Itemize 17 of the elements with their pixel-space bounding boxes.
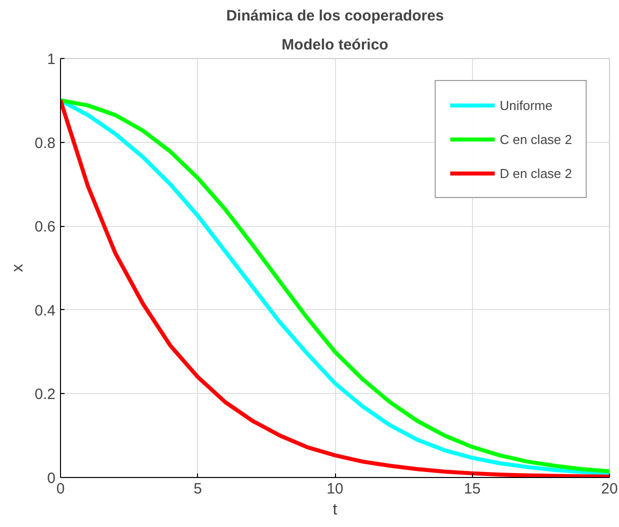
y-tick-label: 0.6 xyxy=(34,218,56,236)
x-tick-label: 20 xyxy=(601,480,618,498)
y-tick-label: 1 xyxy=(47,51,56,68)
x-axis-title: t xyxy=(332,502,338,518)
x-tick-label: 10 xyxy=(326,480,344,498)
chart-title: Dinámica de los cooperadores xyxy=(226,8,444,24)
x-tick-label: 5 xyxy=(194,480,202,498)
legend-label: C en clase 2 xyxy=(500,132,572,146)
chart-subtitle: Modelo teórico xyxy=(282,36,388,54)
y-tick-label: 0.4 xyxy=(34,302,56,320)
y-tick-label: 0.8 xyxy=(34,134,56,152)
legend-label: D en clase 2 xyxy=(500,166,572,180)
y-axis-title: x xyxy=(10,264,27,272)
y-tick-label: 0 xyxy=(47,470,56,487)
legend-label: Uniforme xyxy=(500,98,552,112)
x-tick-label: 15 xyxy=(464,480,481,498)
y-tick-label: 0.2 xyxy=(34,386,56,404)
